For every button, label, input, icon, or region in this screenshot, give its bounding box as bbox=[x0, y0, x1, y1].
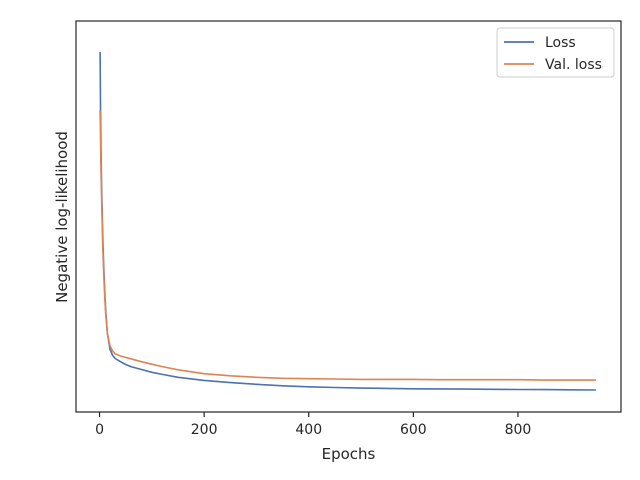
x-tick-label: 800 bbox=[505, 422, 532, 438]
x-axis-ticks: 0 200 400 600 800 bbox=[95, 412, 531, 438]
x-tick-label: 400 bbox=[295, 422, 322, 438]
legend-label: Val. loss bbox=[545, 57, 602, 73]
y-axis-label: Negative log-likelihood bbox=[53, 131, 71, 303]
x-tick-label: 600 bbox=[400, 422, 427, 438]
x-tick-label: 200 bbox=[191, 422, 218, 438]
legend-label: Loss bbox=[545, 35, 576, 51]
series-line-val-loss bbox=[99, 110, 596, 381]
plot-area bbox=[75, 20, 622, 413]
legend: Loss Val. loss bbox=[496, 27, 615, 78]
series-layer bbox=[99, 51, 596, 391]
x-axis-label: Epochs bbox=[322, 445, 376, 463]
x-tick-label: 0 bbox=[95, 422, 104, 438]
